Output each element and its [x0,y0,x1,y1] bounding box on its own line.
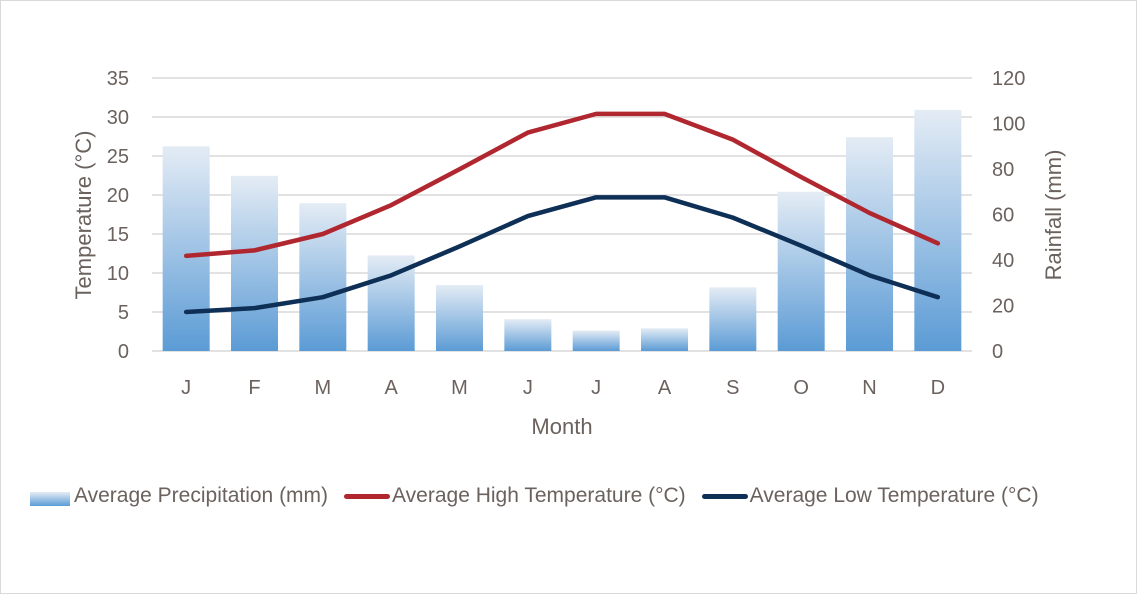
x-tick-label: J [181,377,191,399]
left-tick-label: 35 [107,68,129,90]
right-tick-label: 120 [992,68,1025,90]
precipitation-bar[interactable] [914,109,962,351]
x-tick-label: N [862,377,876,399]
gridlines [152,77,972,352]
precipitation-bar[interactable] [231,175,278,351]
left-axis-ticks: 0 5 10 15 20 25 30 35 [107,68,129,363]
legend-item-high-temp[interactable]: Average High Temperature (°C) [344,484,686,508]
left-tick-label: 30 [107,107,129,129]
x-tick-label: D [931,377,945,399]
line-swatch-icon [701,493,748,499]
x-tick-label: O [793,377,809,399]
right-tick-label: 80 [992,159,1014,181]
x-tick-label: A [658,377,672,399]
right-tick-label: 100 [992,114,1025,136]
legend-item-precipitation[interactable]: Average Precipitation (mm) [30,484,328,508]
left-axis-title: Temperature (°C) [71,131,96,300]
legend-item-low-temp[interactable]: Average Low Temperature (°C) [701,484,1039,508]
right-tick-label: 0 [992,341,1003,363]
right-tick-label: 60 [992,205,1014,227]
precipitation-bar[interactable] [504,319,552,351]
line-swatch-icon [344,493,391,499]
left-tick-label: 5 [118,302,129,324]
x-tick-label: M [314,377,331,399]
x-tick-label: M [451,377,468,399]
left-tick-label: 15 [107,224,129,246]
right-tick-label: 20 [992,296,1014,318]
precipitation-bar[interactable] [709,287,757,351]
bar-swatch-icon [30,492,70,506]
x-tick-label: J [591,377,601,399]
left-tick-label: 25 [107,146,129,168]
left-tick-label: 10 [107,263,129,285]
legend-label: Average Precipitation (mm) [74,484,329,507]
legend: Average Precipitation (mm) Average High … [30,484,1055,508]
precipitation-bars [162,109,962,351]
x-axis-title: Month [531,414,592,439]
precipitation-bar[interactable] [367,255,415,351]
right-axis-ticks: 0 20 40 60 80 100 120 [992,68,1025,363]
x-tick-label: A [384,377,398,399]
high-temperature-line[interactable] [183,111,941,259]
precipitation-bar[interactable] [162,146,210,351]
x-tick-label: F [248,377,260,399]
precipitation-bar[interactable] [436,285,483,351]
precipitation-bar[interactable] [846,137,893,351]
x-tick-label: J [523,377,533,399]
temperature-lines [183,111,941,315]
legend-label: Average Low Temperature (°C) [749,484,1039,507]
left-tick-label: 20 [107,185,129,207]
right-tick-label: 40 [992,250,1014,272]
x-tick-label: S [726,377,739,399]
low-temperature-line[interactable] [183,195,941,315]
precipitation-bar[interactable] [572,330,620,351]
left-tick-label: 0 [118,341,129,363]
legend-label: Average High Temperature (°C) [392,484,686,507]
precipitation-bar[interactable] [777,191,825,351]
right-axis-title: Rainfall (mm) [1041,150,1066,281]
precipitation-bar[interactable] [641,328,688,351]
